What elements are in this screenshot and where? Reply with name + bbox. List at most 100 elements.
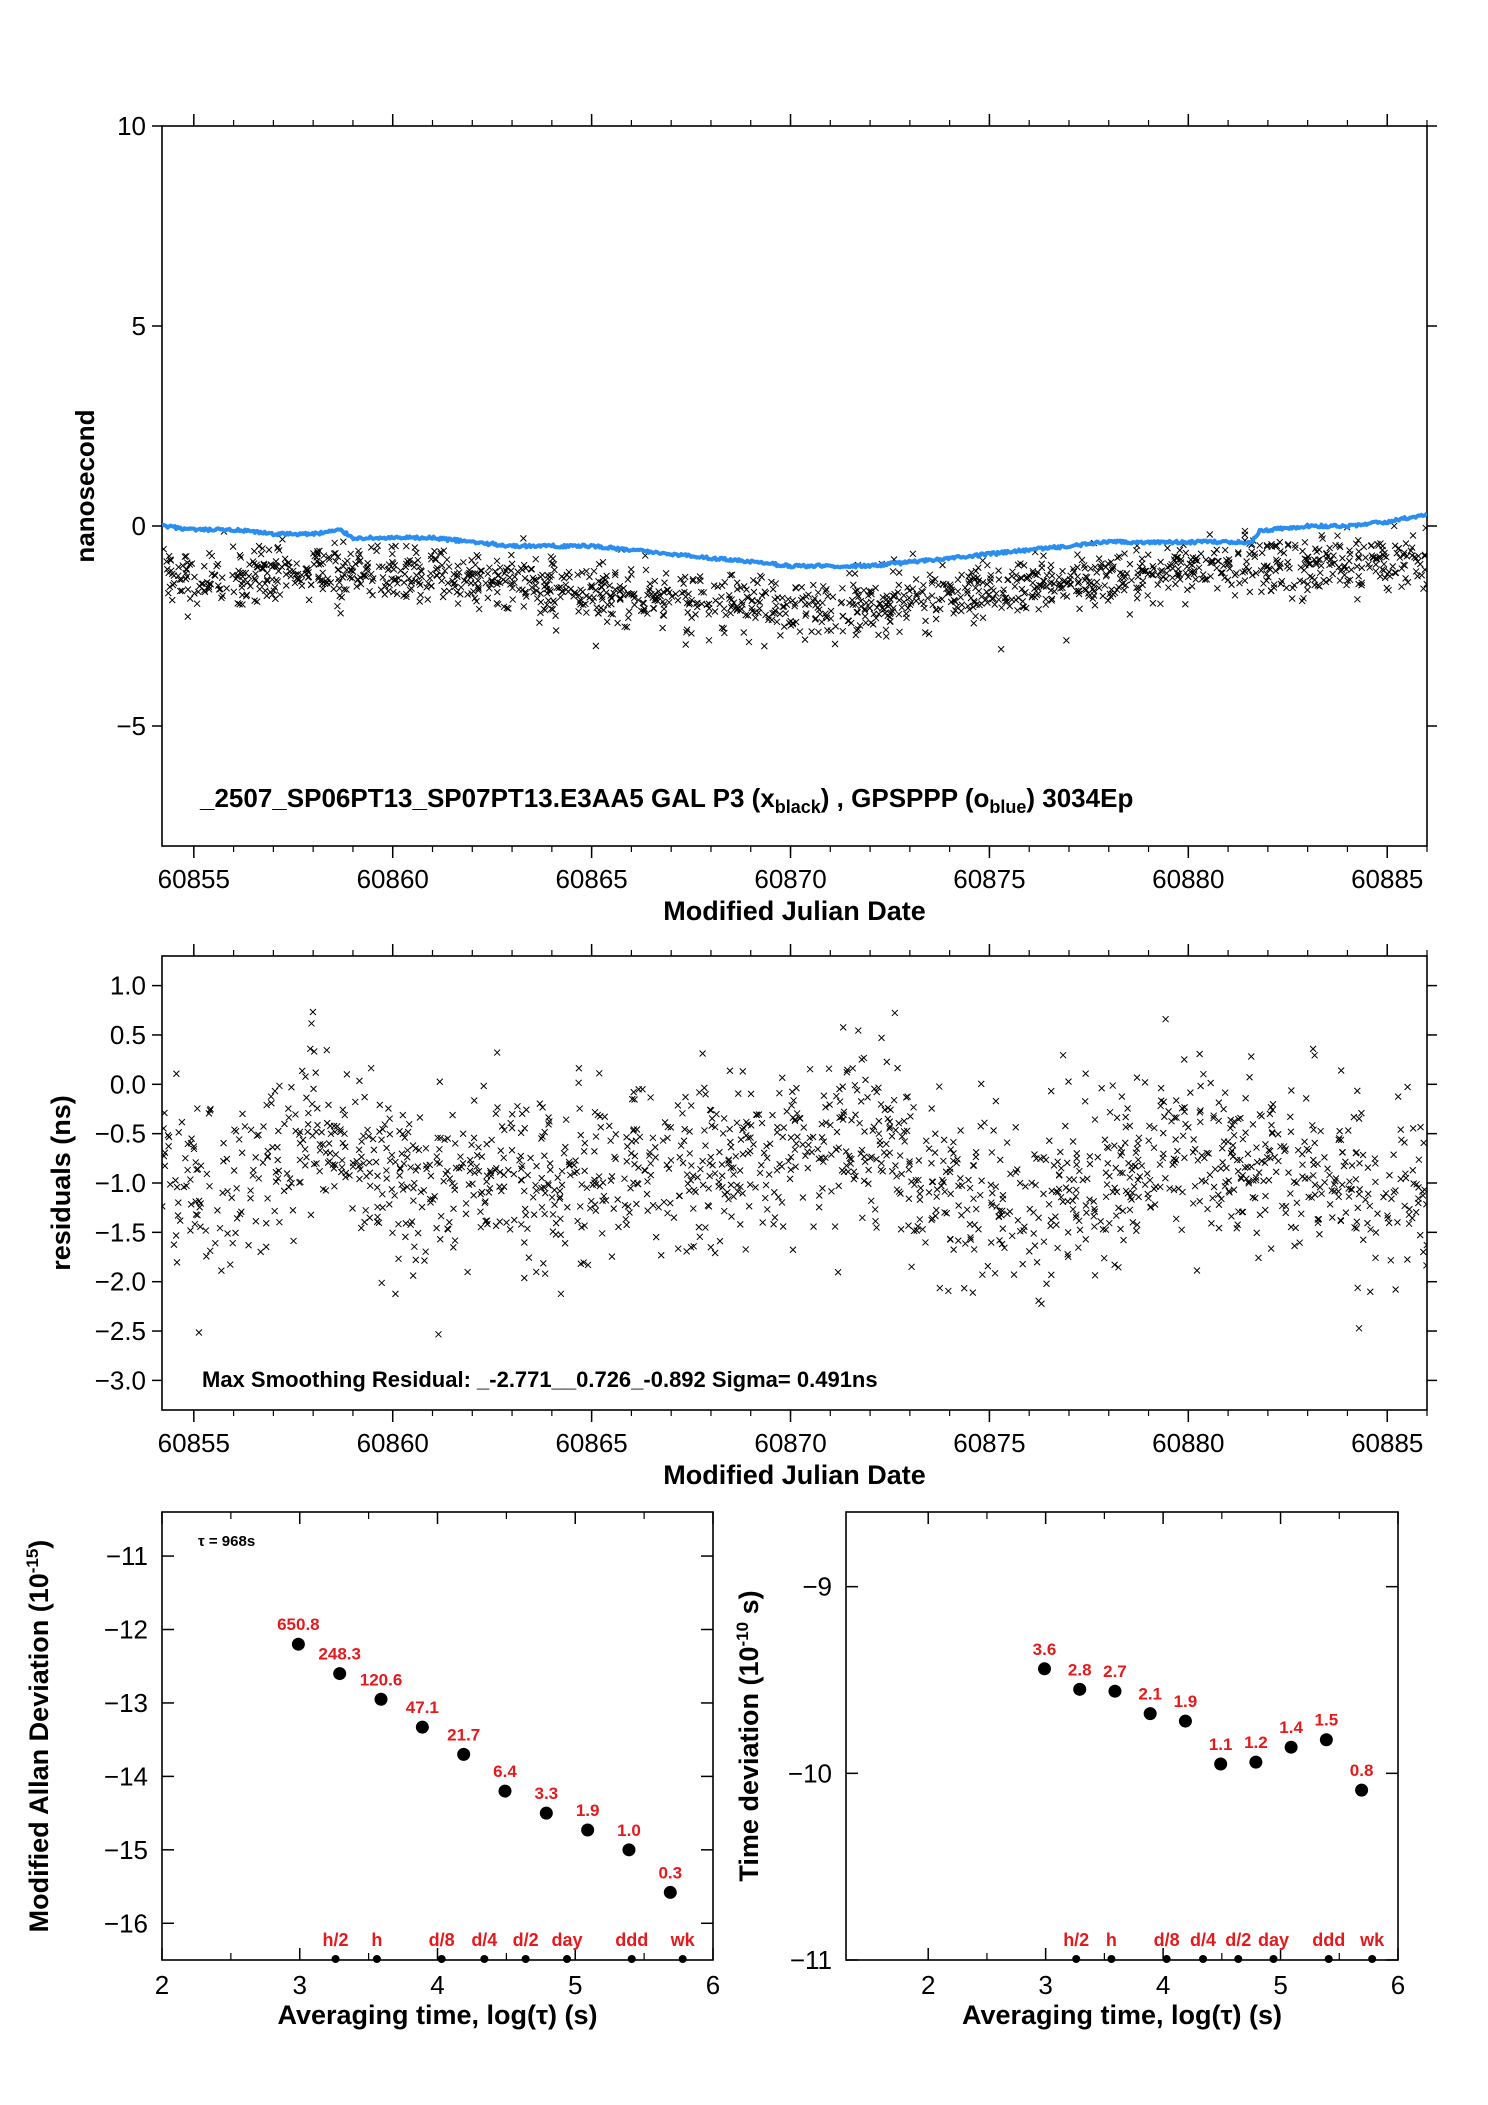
- data-point-x: [1218, 1195, 1225, 1203]
- data-point-x: [467, 579, 475, 587]
- data-point-x: [1109, 565, 1117, 573]
- data-point-x: [664, 1123, 672, 1131]
- data-point-x: [910, 1227, 918, 1235]
- data-point-x: [1055, 1171, 1063, 1179]
- data-point-x: [998, 1240, 1006, 1248]
- data-point-x: [974, 564, 982, 572]
- data-point-x: [681, 573, 689, 581]
- data-point-x: [1287, 1087, 1295, 1094]
- data-point-x: [575, 1079, 582, 1087]
- data-point-x: [1061, 1122, 1069, 1130]
- data-point-x: [995, 567, 1002, 574]
- data-point-x: [272, 562, 280, 570]
- data-point-x: [737, 1183, 744, 1191]
- data-point-x: [236, 569, 244, 577]
- data-point-x: [1072, 1186, 1080, 1194]
- data-point-x: [570, 1161, 578, 1169]
- data-point-x: [779, 1133, 787, 1141]
- data-point-x: [1039, 577, 1047, 585]
- data-point-x: [414, 1229, 422, 1237]
- data-point-x: [1143, 1170, 1151, 1177]
- data-point-x: [1264, 562, 1271, 570]
- data-point-x: [616, 587, 624, 595]
- data-point-x: [756, 605, 763, 613]
- data-point-x: [591, 1147, 598, 1155]
- data-point-x: [1109, 1082, 1117, 1089]
- data-point-x: [754, 597, 762, 605]
- data-point-x: [1320, 576, 1328, 584]
- data-point-x: [391, 562, 399, 569]
- data-point-x: [574, 571, 582, 579]
- data-point: [1319, 1733, 1333, 1747]
- data-point-x: [245, 572, 253, 580]
- data-point-x: [926, 571, 934, 579]
- data-point-x: [557, 1290, 565, 1298]
- data-point-x: [964, 589, 971, 597]
- data-point-x: [1025, 1248, 1033, 1255]
- data-point-x: [756, 1169, 764, 1177]
- time-marker-label: day: [1258, 1930, 1289, 1950]
- data-point-x: [1298, 1150, 1306, 1158]
- data-point-x: [343, 1071, 351, 1078]
- x-tick-label: 60865: [555, 864, 627, 894]
- data-point-x: [770, 609, 778, 617]
- data-point-x: [1113, 586, 1121, 594]
- data-point-x: [331, 539, 338, 547]
- data-point-x: [552, 612, 559, 620]
- data-point-x: [400, 579, 408, 586]
- data-point-x: [561, 1143, 569, 1151]
- data-point-x: [728, 596, 736, 603]
- data-point-x: [1423, 1262, 1427, 1269]
- data-point-x: [487, 1172, 495, 1180]
- data-point-x: [1384, 1214, 1392, 1222]
- data-point-x: [742, 1132, 750, 1139]
- data-point-x: [1170, 1155, 1178, 1163]
- data-point-x: [471, 570, 479, 577]
- data-point-x: [1073, 1150, 1081, 1157]
- data-point-x: [659, 624, 666, 632]
- data-point-x: [1177, 559, 1185, 566]
- data-point-x: [1045, 1200, 1053, 1208]
- data-point-x: [546, 576, 553, 584]
- data-point-x: [697, 1165, 704, 1173]
- data-point-x: [839, 612, 847, 620]
- data-point-x: [1210, 549, 1218, 557]
- data-point-x: [786, 1175, 794, 1183]
- annotation-title: _2507_SP06PT13_SP07PT13.E3AA5 GAL P3 (xb…: [199, 783, 1133, 817]
- data-point-x: [787, 1166, 795, 1174]
- data-point-x: [1225, 560, 1233, 567]
- data-point-x: [308, 1020, 315, 1027]
- data-point-x: [706, 1172, 714, 1180]
- data-point-x: [1326, 576, 1333, 584]
- data-point-x: [746, 1147, 754, 1155]
- y-label-superscript: -15: [23, 1549, 42, 1574]
- data-point-x: [1082, 1070, 1089, 1078]
- plot-frame: [845, 1511, 1399, 1961]
- data-point-x: [1390, 1151, 1397, 1159]
- data-point-x: [1402, 1174, 1410, 1182]
- data-point-x: [1406, 1205, 1413, 1213]
- data-point-x: [599, 1179, 607, 1186]
- data-point-x: [1405, 1211, 1413, 1219]
- data-point-x: [1109, 1188, 1117, 1196]
- data-point-x: [967, 594, 975, 602]
- x-axis-label: Modified Julian Date: [663, 1460, 926, 1490]
- data-point-x: [477, 1190, 484, 1198]
- data-point-x: [666, 1199, 674, 1207]
- data-point-x: [1103, 1181, 1111, 1188]
- data-point-x: [398, 1181, 405, 1189]
- data-point-x: [374, 1172, 381, 1180]
- data-point-x: [563, 1203, 571, 1211]
- data-point-x: [792, 618, 800, 626]
- data-point-x: [494, 572, 502, 579]
- data-point-x: [1284, 563, 1291, 570]
- data-point-x: [540, 1183, 548, 1191]
- y-tick-label: 0: [132, 511, 146, 541]
- data-point-x: [853, 1086, 861, 1094]
- data-point-x: [993, 1203, 1000, 1210]
- data-point-x: [238, 584, 246, 591]
- data-point-x: [1146, 1122, 1153, 1130]
- plot-frame: [161, 1511, 714, 1961]
- data-point-x: [1391, 569, 1399, 577]
